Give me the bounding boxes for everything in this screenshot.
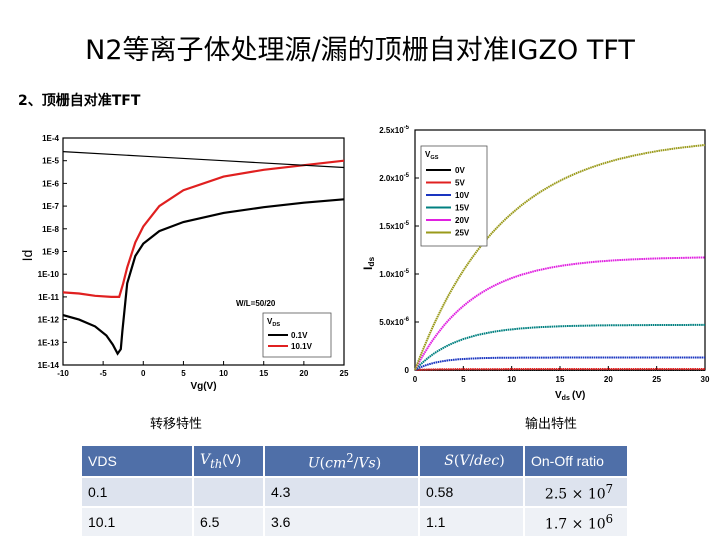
cell-on-off-ratio: 2.5 × 107 — [525, 478, 627, 506]
x-tick-label: 20 — [604, 375, 613, 384]
x-tick-label: 25 — [652, 375, 661, 384]
legend-label: 15V — [455, 204, 470, 213]
slide-subtitle: 2、顶栅自对准TFT — [18, 93, 141, 109]
legend-label: 25V — [455, 229, 470, 238]
legend-label: 10.1V — [291, 342, 313, 351]
x-tick-label: 10 — [219, 369, 228, 378]
cell-swing: 1.1 — [420, 508, 523, 536]
header-mobility: U(cm2/Vs) — [265, 446, 418, 476]
y-tick-label: 1E-8 — [42, 225, 59, 234]
output-characteristics-chart: 0 5.0x10-6 1.0x10-5 1.5x10-5 2.0x10-5 2.5x10-… — [361, 125, 710, 402]
legend-label: 20V — [455, 216, 470, 225]
cell-on-off-ratio: 1.7 × 106 — [525, 508, 627, 536]
series-line-10-1v — [63, 159, 344, 298]
cell-vds: 10.1 — [82, 508, 192, 536]
x-tick-label: -5 — [100, 369, 108, 378]
header-subthreshold-swing: S(V/dec) — [420, 446, 523, 476]
y-axis-label: Id — [19, 250, 35, 262]
cell-mobility: 4.3 — [265, 478, 418, 506]
legend-label: 10V — [455, 191, 470, 200]
y-tick-label: 1E-10 — [38, 270, 60, 279]
cell-vds: 0.1 — [82, 478, 192, 506]
series-line-0-1v — [63, 198, 344, 356]
cell-swing: 0.58 — [420, 478, 523, 506]
legend-title: VDS — [267, 317, 280, 328]
x-axis-label-symbol: Vds — [555, 390, 570, 402]
legend-label: 0.1V — [291, 331, 308, 340]
x-tick-label: 15 — [259, 369, 268, 378]
transfer-characteristics-chart: 1E-14 1E-13 1E-12 1E-11 1E-10 1E-9 1E-8 1E-7 1E-… — [19, 134, 349, 392]
header-vth: Vth(V) — [194, 446, 263, 476]
y-tick-label: 0 — [405, 366, 410, 375]
output-caption: 输出特性 — [525, 417, 578, 432]
series-line-10v — [414, 356, 705, 371]
cell-mobility: 3.6 — [265, 508, 418, 536]
x-tick-label: 5 — [461, 375, 466, 384]
x-tick-label: 30 — [701, 375, 710, 384]
results-table: VDS Vth(V) U(cm2/Vs) S(V/dec) On-Off rat… — [80, 444, 629, 538]
x-tick-label: 20 — [299, 369, 308, 378]
y-tick-label: 1.5x10-5 — [379, 221, 409, 231]
table-row: 10.1 6.5 3.6 1.1 1.7 × 106 — [82, 508, 627, 536]
legend-title: VGS — [425, 150, 439, 161]
header-on-off-ratio: On-Off ratio — [525, 446, 627, 476]
x-tick-label: 5 — [181, 369, 186, 378]
x-tick-label: -10 — [57, 369, 69, 378]
annotation-wl: W/L=50/20 — [236, 299, 276, 308]
series-line-25v — [414, 144, 706, 371]
x-tick-label: 0 — [141, 369, 146, 378]
y-tick-label: 1E-11 — [38, 293, 59, 302]
x-axis-label-unit: (V) — [572, 390, 585, 401]
x-tick-label: 10 — [507, 375, 516, 384]
slide-title: N2等离子体处理源/漏的顶栅自对准IGZO TFT — [85, 35, 635, 66]
y-tick-label: 1E-4 — [42, 134, 59, 143]
y-tick-label: 1E-6 — [42, 179, 59, 188]
y-tick-label: 2.5x10-5 — [379, 125, 409, 135]
y-tick-label: 1E-5 — [42, 157, 59, 166]
y-tick-label: 1E-12 — [38, 316, 60, 325]
y-tick-label: 1E-13 — [38, 338, 60, 347]
y-tick-label: 1E-7 — [42, 202, 59, 211]
x-tick-label: 0 — [413, 375, 418, 384]
series-line-ig — [63, 151, 344, 169]
x-tick-label: 25 — [340, 369, 349, 378]
y-tick-label: 1.0x10-5 — [379, 269, 409, 279]
y-tick-label: 1E-9 — [42, 248, 59, 257]
cell-vth — [194, 478, 263, 506]
header-vth-symbol: Vth — [200, 452, 223, 471]
series-line-15v — [414, 323, 705, 371]
legend-label: 0V — [455, 166, 465, 175]
legend-label: 5V — [455, 179, 465, 188]
x-tick-label: 15 — [556, 375, 565, 384]
cell-vth: 6.5 — [194, 508, 263, 536]
table-header-row: VDS Vth(V) U(cm2/Vs) S(V/dec) On-Off rat… — [82, 446, 627, 476]
table-row: 0.1 4.3 0.58 2.5 × 107 — [82, 478, 627, 506]
series-line-20v — [414, 256, 705, 371]
x-axis-label: Vg(V) — [190, 381, 216, 392]
transfer-caption: 转移特性 — [150, 417, 203, 432]
y-axis-label: Ids — [361, 257, 376, 270]
y-tick-label: 2.0x10-5 — [379, 173, 409, 183]
header-vds: VDS — [82, 446, 192, 476]
y-tick-label: 5.0x10-6 — [379, 317, 409, 327]
y-tick-label: 1E-14 — [38, 361, 60, 370]
